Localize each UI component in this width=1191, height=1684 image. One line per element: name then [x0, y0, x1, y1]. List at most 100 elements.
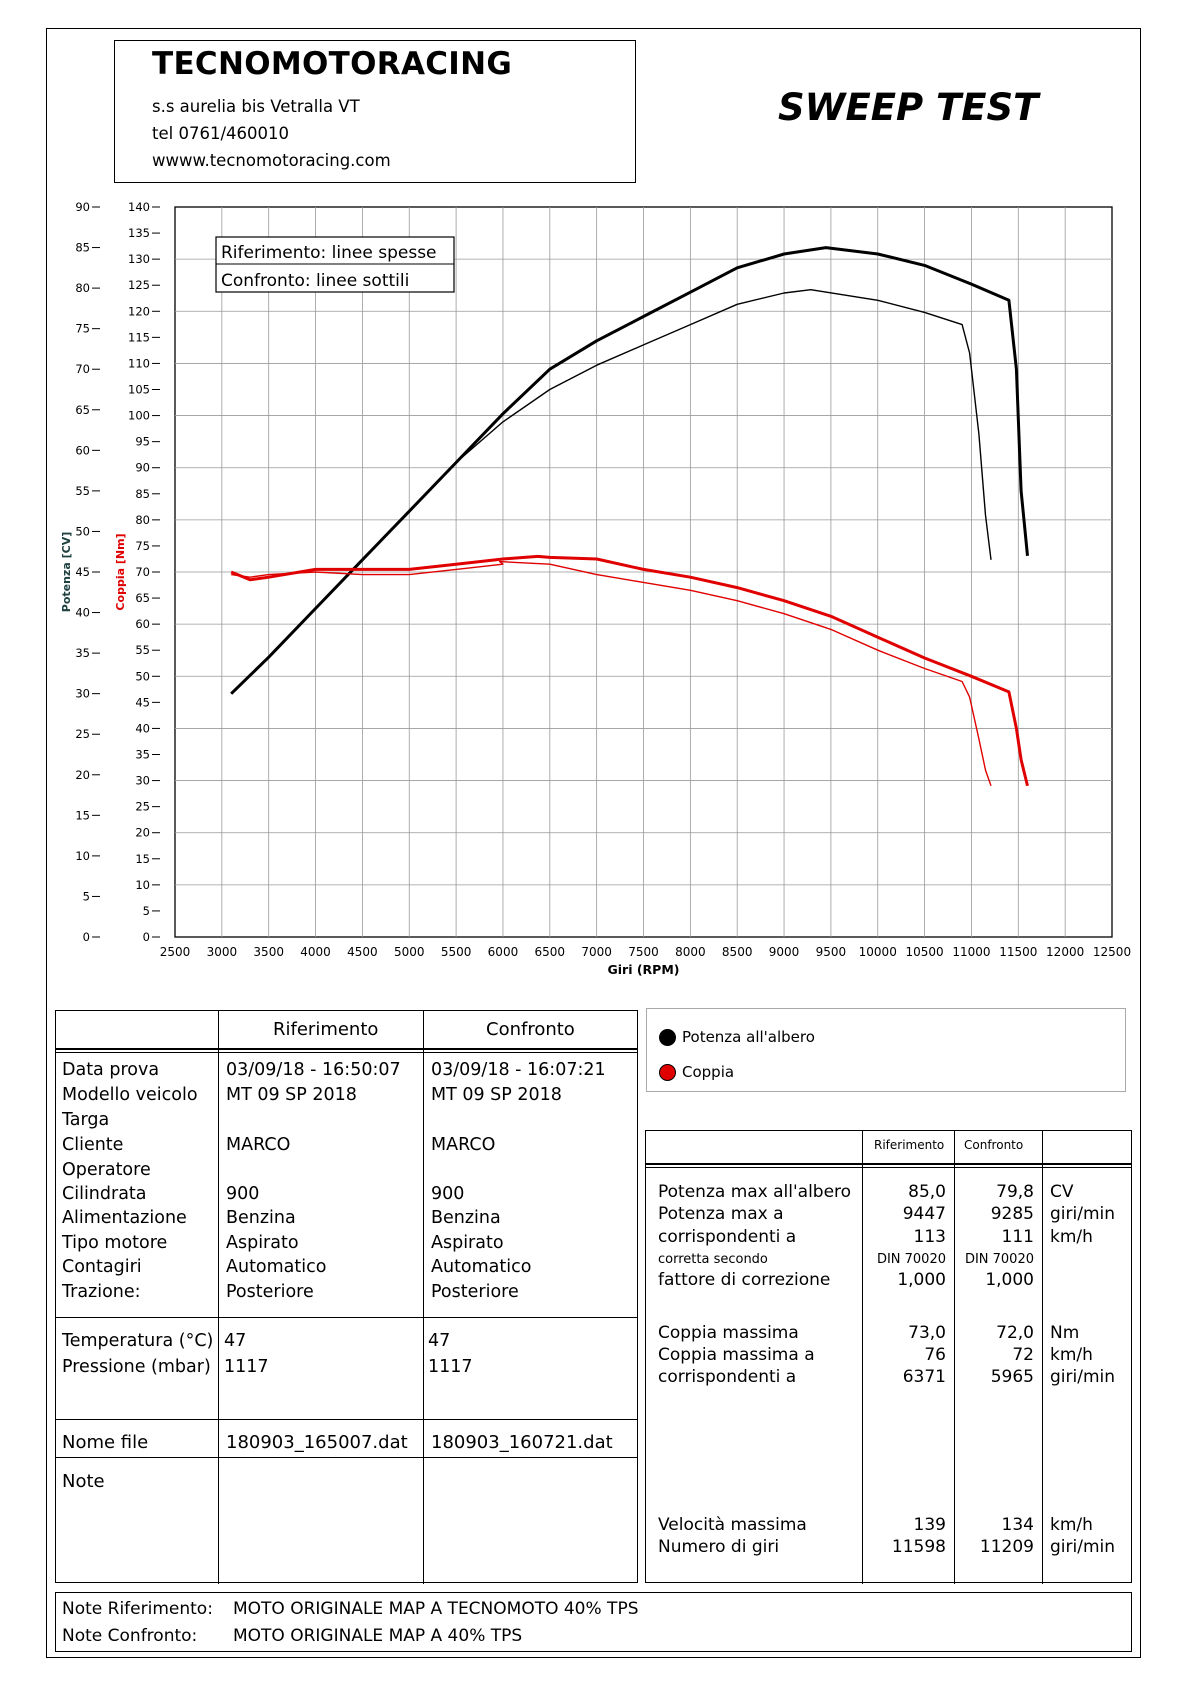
black-dot-icon — [659, 1028, 676, 1046]
info-label: Modello veicolo — [62, 1085, 198, 1105]
info-label: Targa — [62, 1110, 110, 1130]
env-ref: 47 — [224, 1331, 247, 1351]
env-cmp: 1117 — [428, 1357, 473, 1377]
info-cmp: MT 09 SP 2018 — [431, 1085, 562, 1105]
info-cmp: 900 — [431, 1184, 465, 1204]
torque-axis-label: Coppia [Nm] — [114, 533, 127, 610]
result-label: corretta secondo — [658, 1252, 768, 1267]
company-box — [114, 40, 636, 183]
x-tick-label: 10000 — [859, 945, 897, 959]
torque-tick-label: 90 — [135, 461, 150, 475]
power-tick-label: 5 — [83, 889, 90, 903]
info-label: Operatore — [62, 1160, 151, 1180]
result-label: Potenza max all'albero — [658, 1182, 852, 1202]
result-cmp: 72 — [1012, 1345, 1034, 1365]
power-tick-label: 40 — [75, 606, 90, 620]
torque-tick-label: 115 — [128, 330, 150, 344]
result-cmp: 5965 — [990, 1367, 1034, 1387]
power-tick-label: 60 — [75, 443, 90, 457]
torque-tick-label: 10 — [135, 878, 150, 892]
torque-tick-label: 55 — [135, 643, 150, 657]
info-ref: Automatico — [226, 1257, 327, 1277]
x-tick-label: 3000 — [207, 945, 238, 959]
info-label: Data prova — [62, 1060, 160, 1080]
note-cmp-text: MOTO ORIGINALE MAP A 40% TPS — [233, 1626, 523, 1646]
power-tick-label: 0 — [83, 930, 90, 944]
result-cmp: 134 — [1001, 1515, 1034, 1535]
info-cmp: MARCO — [431, 1135, 496, 1155]
result-label: Coppia massima — [658, 1323, 799, 1343]
result-unit: CV — [1050, 1182, 1074, 1202]
result-ref: 9447 — [902, 1204, 946, 1224]
note-ref-text: MOTO ORIGINALE MAP A TECNOMOTO 40% TPS — [233, 1599, 639, 1619]
x-tick-label: 5000 — [394, 945, 425, 959]
result-unit: giri/min — [1050, 1204, 1116, 1224]
row-divider — [56, 1317, 637, 1318]
result-ref: 1,000 — [897, 1270, 946, 1290]
torque-tick-label: 105 — [128, 383, 150, 397]
col-divider — [1042, 1131, 1043, 1584]
result-cmp: 11209 — [979, 1537, 1034, 1557]
test-title: SWEEP TEST — [778, 86, 1039, 129]
result-label: corrispondenti a — [658, 1367, 797, 1387]
x-tick-label: 9000 — [769, 945, 800, 959]
series-line-torque-confronto — [231, 560, 992, 787]
result-cmp: 9285 — [990, 1204, 1034, 1224]
power-tick-label: 90 — [75, 200, 90, 214]
power-tick-label: 65 — [75, 403, 90, 417]
row-divider — [56, 1048, 637, 1050]
info-label: Tipo motore — [62, 1233, 168, 1253]
result-ref: 113 — [913, 1227, 946, 1247]
info-cmp: Posteriore — [431, 1282, 519, 1302]
power-tick-label: 80 — [75, 281, 90, 295]
col-header-confronto: Confronto — [486, 1019, 575, 1040]
torque-tick-label: 80 — [135, 513, 150, 527]
dyno-chart: 2500 3000 3500 4000 4500 5000 5500 6000 6500 7000… — [60, 200, 1131, 977]
result-cmp: 1,000 — [985, 1270, 1034, 1290]
power-tick-label: 35 — [75, 646, 90, 660]
x-tick-label: 10500 — [906, 945, 944, 959]
result-ref: 6371 — [902, 1367, 946, 1387]
info-cmp: Aspirato — [431, 1233, 504, 1253]
torque-tick-label: 60 — [135, 617, 150, 631]
result-cmp: 79,8 — [996, 1182, 1034, 1202]
torque-tick-label: 20 — [135, 826, 150, 840]
page-frame — [46, 28, 1141, 1658]
torque-tick-label: 0 — [143, 930, 150, 944]
env-label: Temperatura (°C) — [62, 1331, 214, 1351]
torque-tick-label: 70 — [135, 565, 150, 579]
result-ref: 139 — [913, 1515, 946, 1535]
result-cmp: 111 — [1001, 1227, 1034, 1247]
result-unit: km/h — [1050, 1345, 1093, 1365]
torque-tick-label: 85 — [135, 487, 150, 501]
info-ref: MARCO — [226, 1135, 291, 1155]
x-tick-label: 4000 — [300, 945, 331, 959]
env-label: Pressione (mbar) — [62, 1357, 211, 1377]
torque-tick-label: 140 — [128, 200, 150, 214]
info-cmp: 03/09/18 - 16:07:21 — [431, 1060, 606, 1080]
power-tick-label: 85 — [75, 241, 90, 255]
info-ref: Aspirato — [226, 1233, 299, 1253]
row-divider — [646, 1167, 1131, 1168]
result-label: corrispondenti a — [658, 1227, 797, 1247]
result-label: fattore di correzione — [658, 1270, 831, 1290]
result-cmp: 72,0 — [996, 1323, 1034, 1343]
result-label: Velocità massima — [658, 1515, 807, 1535]
result-unit: giri/min — [1050, 1537, 1116, 1557]
file-label: Nome file — [62, 1432, 149, 1453]
power-tick-label: 15 — [75, 808, 90, 822]
series-line-power-riferimento — [230, 246, 1029, 695]
x-tick-label: 8000 — [675, 945, 706, 959]
torque-tick-label: 110 — [128, 356, 150, 370]
torque-tick-label: 50 — [135, 669, 150, 683]
result-ref: 73,0 — [908, 1323, 946, 1343]
result-unit: km/h — [1050, 1227, 1093, 1247]
torque-tick-label: 75 — [135, 539, 150, 553]
results-col-riferimento: Riferimento — [874, 1138, 945, 1152]
result-unit: Nm — [1050, 1323, 1080, 1343]
result-unit: giri/min — [1050, 1367, 1116, 1387]
x-axis-label: Giri (RPM) — [608, 962, 680, 977]
file-cmp: 180903_160721.dat — [431, 1432, 613, 1453]
x-tick-label: 8500 — [722, 945, 753, 959]
power-tick-label: 10 — [75, 849, 90, 863]
